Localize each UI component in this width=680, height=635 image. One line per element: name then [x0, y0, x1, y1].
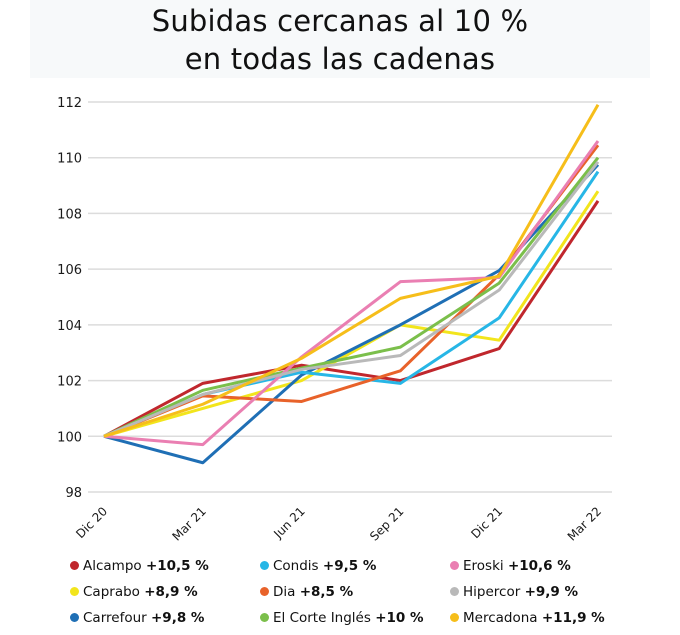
line-chart: 98 100 102 104 106 108 110 112 Dic 20 Mar 21 Jun …: [57, 96, 612, 544]
y-tick-label: 100: [57, 430, 82, 445]
y-tick-label: 104: [57, 319, 82, 334]
legend-dot-icon: [260, 560, 269, 570]
legend-dot-icon: [260, 586, 269, 596]
legend-value: +10,6 %: [507, 558, 571, 574]
y-tick-label: 110: [57, 152, 82, 167]
series-line-mercadona: [103, 104, 600, 438]
legend-item: Hipercor +9,9 %: [450, 584, 578, 600]
legend-item: Carrefour +9,8 %: [70, 610, 204, 626]
series-lines: [103, 104, 600, 465]
legend-dot-icon: [70, 560, 79, 570]
legend-name: El Corte Inglés: [273, 610, 376, 626]
legend-dot-icon: [450, 612, 459, 622]
x-tick-label: Sep 21: [367, 504, 406, 543]
legend-value: +9,5 %: [322, 558, 377, 574]
series-line-caprabo: [103, 190, 600, 438]
x-tick-label: Jun 21: [270, 504, 307, 541]
series-line-el-corte-ingl-s: [103, 156, 600, 438]
legend-name: Condis: [273, 558, 323, 574]
legend-item: Mercadona +11,9 %: [450, 610, 605, 626]
legend-item: Dia +8,5 %: [260, 584, 353, 600]
legend-item: Eroski +10,6 %: [450, 558, 571, 574]
legend-value: +10 %: [375, 610, 424, 626]
legend-item: El Corte Inglés +10 %: [260, 610, 424, 626]
legend-name: Eroski: [463, 558, 508, 574]
legend-dot-icon: [260, 612, 269, 622]
legend-name: Mercadona: [463, 610, 542, 626]
grid-lines: [88, 101, 612, 493]
y-axis-ticks: 98 100 102 104 106 108 110 112: [57, 96, 82, 501]
legend-dot-icon: [450, 560, 459, 570]
legend-value: +10,5 %: [145, 558, 209, 574]
x-tick-label: Mar 21: [170, 504, 209, 543]
x-tick-label: Dic 20: [73, 504, 110, 541]
chart-title: Subidas cercanas al 10 %: [151, 4, 529, 38]
series-line-dia: [103, 144, 600, 438]
legend-item: Condis +9,5 %: [260, 558, 376, 574]
x-tick-label: Dic 21: [468, 504, 505, 541]
legend-dot-icon: [70, 612, 79, 622]
legend-name: Carrefour: [83, 610, 151, 626]
legend-value: +9,8 %: [150, 610, 205, 626]
title-band: [30, 0, 650, 78]
legend-name: Dia: [273, 584, 300, 600]
legend-value: +11,9 %: [541, 610, 605, 626]
chart-subtitle: en todas las cadenas: [184, 42, 496, 76]
y-tick-label: 112: [57, 96, 82, 111]
legend-dot-icon: [70, 586, 79, 596]
x-axis-ticks: Dic 20 Mar 21 Jun 21 Sep 21 Dic 21 Mar 22: [73, 504, 604, 543]
legend-value: +9,9 %: [524, 584, 579, 600]
legend-value: +8,9 %: [144, 584, 198, 600]
legend-dot-icon: [450, 586, 459, 596]
series-line-hipercor: [103, 160, 600, 438]
y-tick-label: 98: [65, 486, 82, 501]
y-tick-label: 108: [57, 207, 82, 222]
y-tick-label: 106: [57, 263, 82, 278]
legend-value: +8,5 %: [299, 584, 354, 600]
legend-name: Alcampo: [83, 558, 146, 574]
legend-item: Caprabo +8,9 %: [70, 584, 198, 600]
y-tick-label: 102: [57, 375, 82, 390]
x-tick-label: Mar 22: [565, 504, 604, 543]
series-line-eroski: [103, 140, 600, 447]
legend-name: Caprabo: [83, 584, 145, 600]
legend-item: Alcampo +10,5 %: [70, 558, 209, 574]
legend-name: Hipercor: [463, 584, 525, 600]
series-line-alcampo: [103, 200, 600, 438]
